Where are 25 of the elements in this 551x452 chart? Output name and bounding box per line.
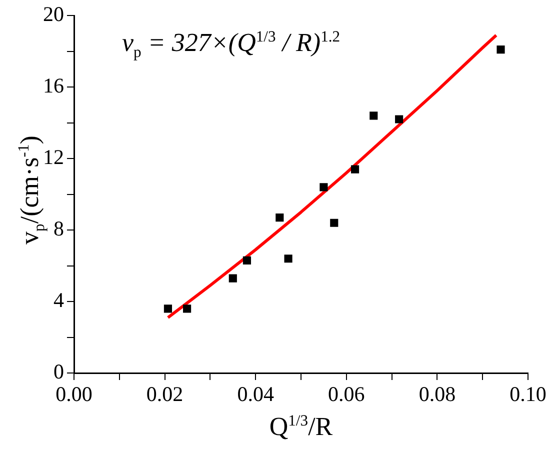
annotation: v$_{p}$ = 327×(Q$^{1/3}$ / R)$^{1.2}$ bbox=[122, 28, 340, 62]
point bbox=[395, 115, 404, 124]
point bbox=[370, 112, 378, 120]
y-tick-label: 0 bbox=[54, 360, 64, 384]
point bbox=[183, 304, 192, 313]
point bbox=[276, 213, 284, 222]
point bbox=[228, 274, 237, 282]
point bbox=[330, 218, 338, 227]
y-tick-label: 4 bbox=[54, 288, 64, 312]
point bbox=[242, 256, 252, 264]
y-tick-label: 20 bbox=[43, 2, 64, 26]
x-tick-label: 0.00 bbox=[56, 382, 92, 406]
point bbox=[164, 304, 172, 313]
x-tick-label: 0.06 bbox=[328, 382, 365, 406]
point bbox=[320, 183, 328, 192]
x-tick-label: 0.10 bbox=[510, 382, 546, 406]
y-tick-label: 16 bbox=[43, 74, 64, 98]
x-tick-label: 0.08 bbox=[418, 382, 456, 406]
point bbox=[284, 254, 292, 263]
point bbox=[496, 46, 505, 54]
x-tick-label: 0.04 bbox=[237, 382, 274, 406]
y-tick-label: 8 bbox=[54, 216, 64, 241]
point bbox=[350, 165, 360, 174]
x-axis-title: Q$^{1/3}$/R bbox=[268, 412, 334, 442]
x-tick-label: 0.02 bbox=[146, 382, 184, 406]
